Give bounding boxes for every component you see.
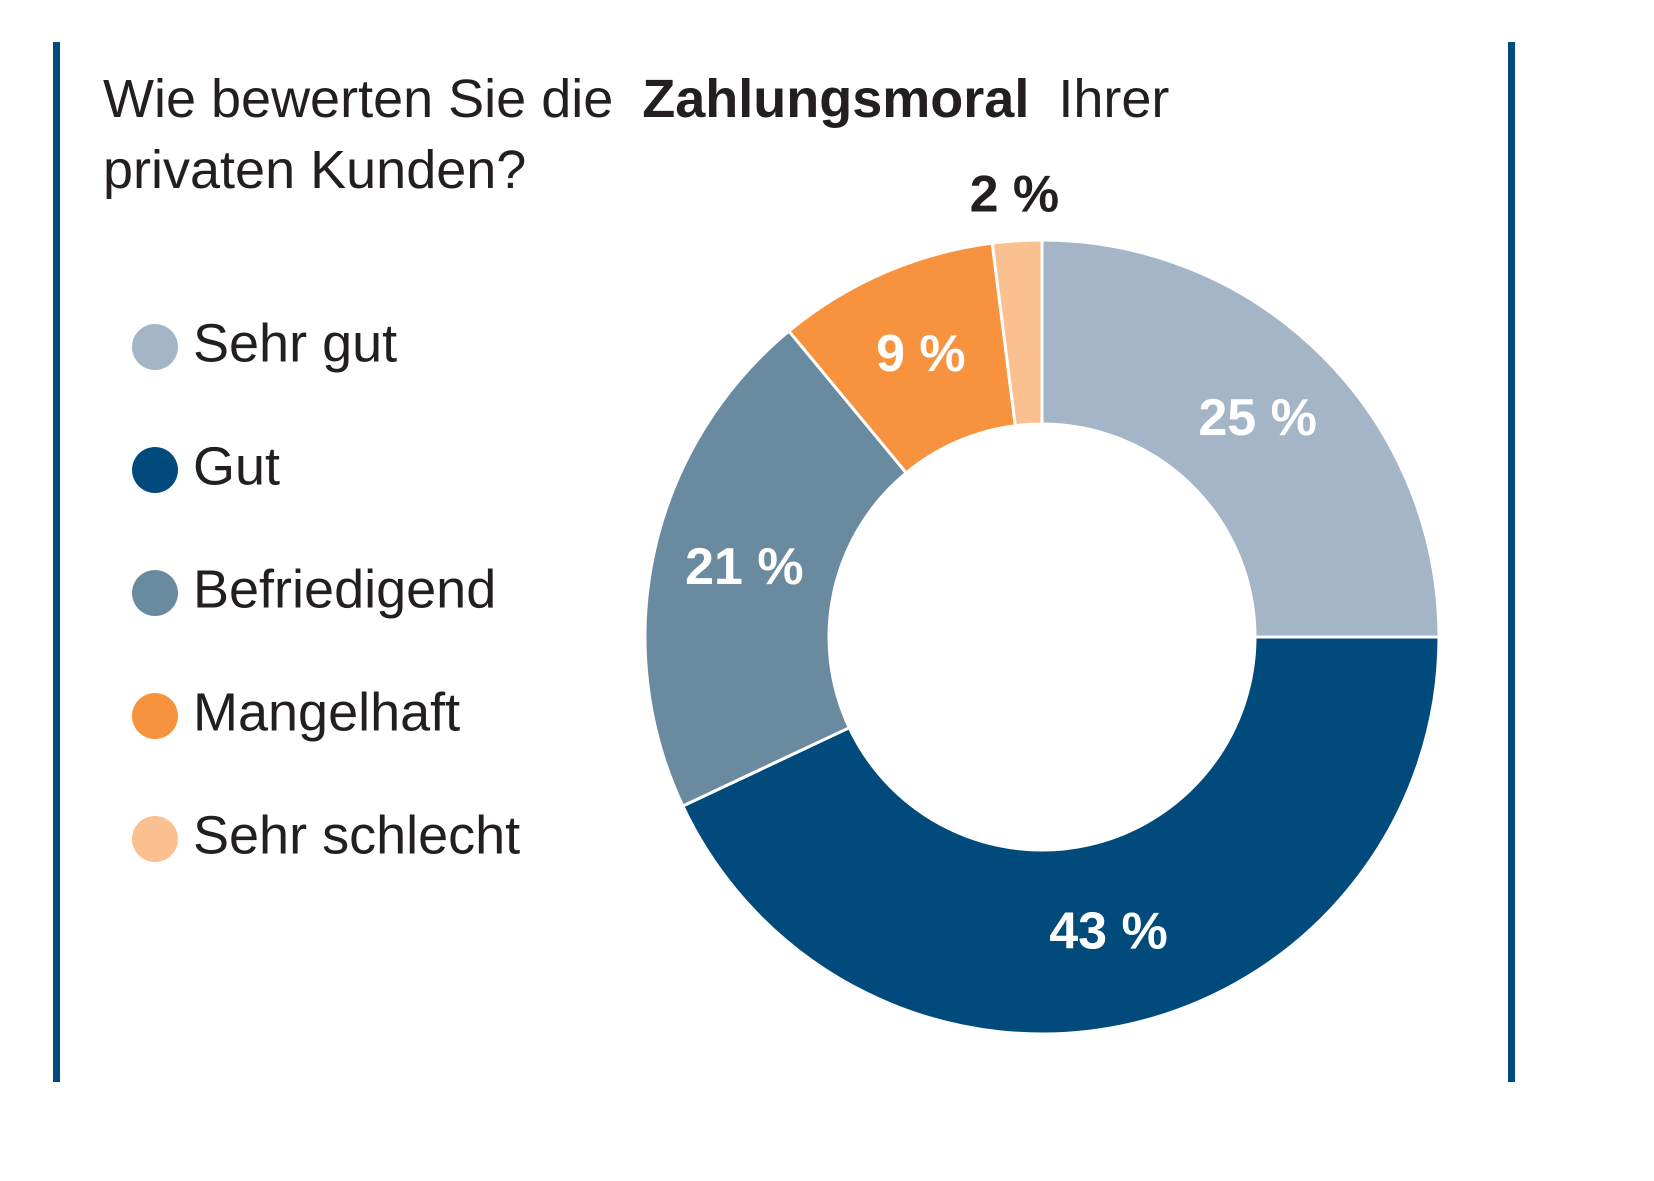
legend-label: Sehr schlecht [193, 805, 520, 865]
chart-title: Wie bewerten Sie die Zahlungsmoral Ihrer [103, 69, 1169, 129]
border-left [53, 42, 60, 1082]
value-label: 43 % [1049, 902, 1168, 960]
donut-segment [643, 328, 909, 809]
donut-segment [1040, 238, 1441, 639]
legend-label: Sehr gut [193, 313, 397, 373]
legend-marker [132, 816, 178, 862]
legend-label: Mangelhaft [193, 682, 460, 742]
value-label: 25 % [1198, 389, 1317, 447]
border-right [1508, 42, 1515, 1082]
value-label: 9 % [876, 325, 966, 383]
value-label: 2 % [970, 166, 1060, 224]
legend-marker [132, 447, 178, 493]
legend-marker [132, 324, 178, 370]
legend-label: Gut [193, 436, 280, 496]
donut-segment [990, 238, 1044, 428]
legend-marker [132, 570, 178, 616]
title-part: Wie bewerten Sie die [103, 69, 613, 129]
chart-title-line2: privaten Kunden? [103, 140, 526, 200]
legend-label: Befriedigend [193, 559, 496, 619]
donut-segment [680, 635, 1441, 1036]
title-part: Ihrer [1058, 69, 1169, 129]
value-label: 21 % [685, 538, 804, 596]
title-bold: Zahlungsmoral [642, 69, 1029, 129]
legend-marker [132, 693, 178, 739]
